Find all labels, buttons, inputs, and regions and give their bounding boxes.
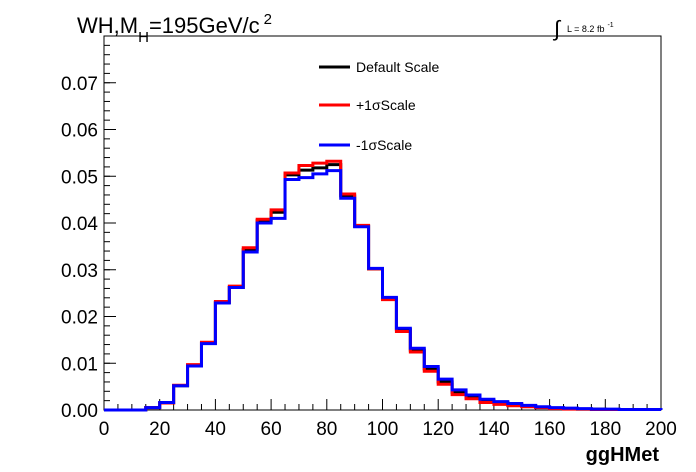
y-tick-label: 0.06 bbox=[61, 121, 98, 142]
plot-frame bbox=[103, 35, 662, 411]
y-tick-label: 0.05 bbox=[61, 167, 98, 188]
series-layer bbox=[104, 159, 663, 412]
x-tick-label: 180 bbox=[589, 419, 621, 440]
x-tick-label: 40 bbox=[205, 419, 226, 440]
x-tick-label: 80 bbox=[316, 419, 337, 440]
y-tick-label: 0.02 bbox=[61, 308, 98, 329]
x-tick-label: 100 bbox=[367, 419, 399, 440]
luminosity-label: ∫ L = 8.2 fb -1 bbox=[552, 16, 614, 41]
x-axis: 0 20 40 60 80 100 120 140 160 180 200 bbox=[99, 399, 677, 440]
y-tick-label: 0.01 bbox=[61, 354, 98, 375]
lumi-superscript: -1 bbox=[607, 22, 613, 29]
x-tick-label: 160 bbox=[534, 419, 566, 440]
x-tick-label: 120 bbox=[422, 419, 454, 440]
x-tick-label: 140 bbox=[478, 419, 510, 440]
legend-label: Default Scale bbox=[356, 59, 439, 75]
y-axis: 0.00 0.01 0.02 0.03 0.04 0.05 0.06 0.07 bbox=[61, 44, 116, 422]
x-tick-label: 200 bbox=[645, 419, 677, 440]
y-tick-label: 0.04 bbox=[61, 214, 98, 235]
chart-title: WH,MH=195GeV/c 2 bbox=[77, 11, 272, 46]
x-tick-label: 60 bbox=[261, 419, 282, 440]
y-tick-label: 0.00 bbox=[61, 401, 98, 422]
title-rest: =195GeV/c bbox=[149, 13, 260, 38]
x-axis-title: ggHMet bbox=[586, 444, 660, 466]
x-tick-label: 20 bbox=[149, 419, 170, 440]
lumi-text: L = 8.2 fb bbox=[567, 24, 604, 34]
legend: Default Scale +1σScale -1σScale bbox=[319, 59, 439, 153]
series-line bbox=[104, 169, 663, 412]
x-tick-label: 0 bbox=[99, 419, 110, 440]
svg-text:L = 8.2 fb-1: L = 8.2 fb -1 bbox=[567, 22, 614, 34]
y-tick-label: 0.03 bbox=[61, 261, 98, 282]
title-superscript: 2 bbox=[264, 11, 272, 28]
legend-label: -1σScale bbox=[356, 137, 412, 153]
legend-label: +1σScale bbox=[356, 97, 416, 113]
integral-sign: ∫ bbox=[552, 16, 562, 41]
title-subscript: H bbox=[138, 29, 149, 46]
y-tick-label: 0.07 bbox=[61, 74, 98, 95]
title-main: WH,M bbox=[77, 13, 138, 38]
